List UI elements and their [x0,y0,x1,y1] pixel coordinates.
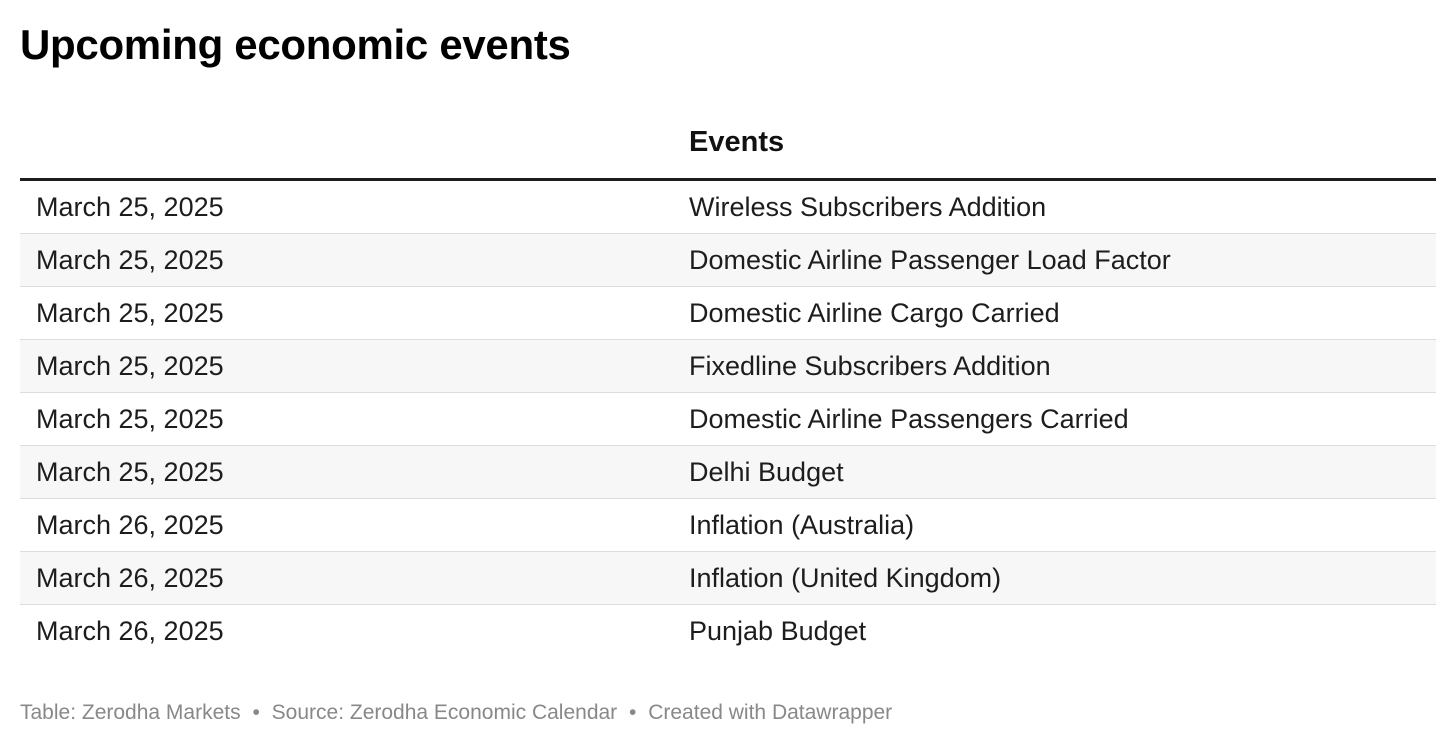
cell-date: March 26, 2025 [36,616,224,646]
cell-date: March 25, 2025 [36,192,224,222]
cell-event: Inflation (United Kingdom) [689,563,1002,593]
table-row: March 25, 2025 Fixedline Subscribers Addi… [20,340,1436,393]
table-row: March 26, 2025 Inflation (Australia) [20,499,1436,552]
footer-separator: • [252,701,260,724]
cell-event: Wireless Subscribers Addition [689,192,1047,222]
cell-event: Punjab Budget [689,616,867,646]
table-row: March 25, 2025 Domestic Airline Passenger… [20,234,1436,287]
cell-date: March 26, 2025 [36,563,224,593]
table-header-row: Events [20,112,1436,181]
cell-event: Domestic Airline Passenger Load Factor [689,245,1171,275]
cell-event: Inflation (Australia) [689,510,915,540]
table-row: March 26, 2025 Punjab Budget [20,605,1436,658]
footer-source: Source: Zerodha Economic Calendar [271,701,618,724]
table-row: March 26, 2025 Inflation (United Kingdom) [20,552,1436,605]
cell-date: March 25, 2025 [36,245,224,275]
cell-date: March 26, 2025 [36,510,224,540]
events-table: Events March 25, 2025 Wireless Subscriber… [20,112,1436,658]
cell-date: March 25, 2025 [36,457,224,487]
cell-date: March 25, 2025 [36,404,224,434]
cell-event: Delhi Budget [689,457,844,487]
table-body: March 25, 2025 Wireless Subscribers Addit… [20,181,1436,658]
table-row: March 25, 2025 Domestic Airline Passenger… [20,393,1436,446]
cell-date: March 25, 2025 [36,351,224,381]
column-header-events: Events [689,126,785,158]
footer-table-credit: Table: Zerodha Markets [20,701,241,724]
chart-title: Upcoming economic events [20,21,571,68]
cell-date: March 25, 2025 [36,298,224,328]
table-footer: Table: Zerodha Markets • Source: Zerodha… [20,700,892,726]
table-row: March 25, 2025 Delhi Budget [20,446,1436,499]
footer-created-with: Created with Datawrapper [648,701,893,724]
cell-event: Domestic Airline Cargo Carried [689,298,1060,328]
cell-event: Fixedline Subscribers Addition [689,351,1051,381]
cell-event: Domestic Airline Passengers Carried [689,404,1129,434]
table-row: March 25, 2025 Domestic Airline Cargo Car… [20,287,1436,340]
table-row: March 25, 2025 Wireless Subscribers Addit… [20,181,1436,234]
footer-separator: • [629,701,637,724]
